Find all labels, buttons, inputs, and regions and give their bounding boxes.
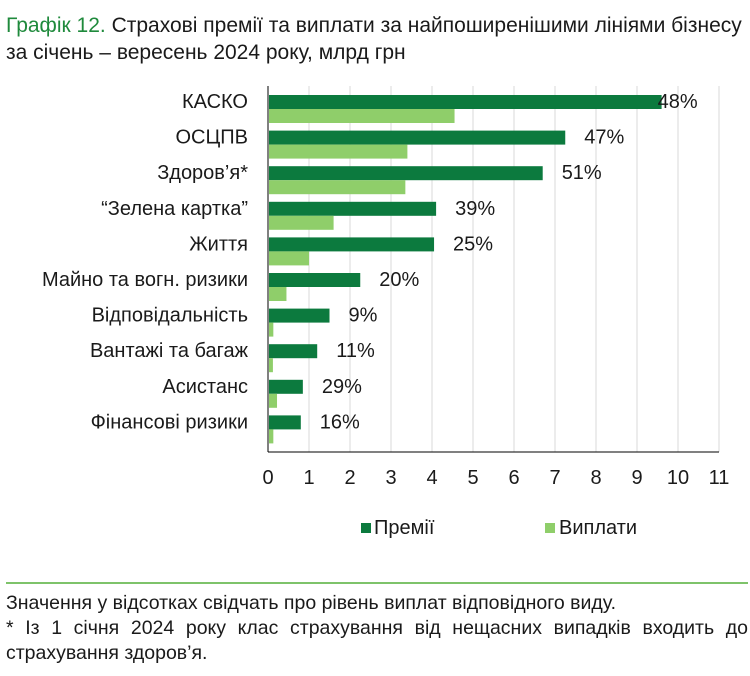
- legend-label-payouts: Виплати: [559, 517, 637, 539]
- x-tick-label: 5: [467, 467, 478, 489]
- x-tick-label: 4: [426, 467, 437, 489]
- note-footnote: * Із 1 січня 2024 року клас страхування …: [6, 617, 748, 664]
- category-label: “Зелена картка”: [101, 198, 248, 220]
- x-tick-label: 9: [631, 467, 642, 489]
- bar-payouts: [269, 109, 455, 123]
- category-label: ОСЦПВ: [175, 127, 248, 149]
- legend-label-premiums: Премії: [374, 517, 435, 539]
- data-label: 9%: [349, 305, 378, 327]
- category-label: Вантажі та багаж: [90, 340, 249, 362]
- bar-premiums: [269, 166, 543, 181]
- bar-payouts: [269, 144, 408, 159]
- bar-chart: 0 1 2 3 4 5 6 7 8 9 10 11 КАСКО 48% ОСЦПВ 47% Здоров’я* 5…: [42, 86, 730, 539]
- bar-premiums: [269, 308, 330, 323]
- x-tick-label: 11: [709, 467, 730, 489]
- bar-premiums: [269, 273, 361, 287]
- category-label: Асистанс: [162, 376, 248, 398]
- x-tick-label: 6: [508, 467, 519, 489]
- x-tick-label: 3: [385, 467, 396, 489]
- chart-title-text: Страхові премії та виплати за найпоширен…: [6, 14, 742, 64]
- bar-premiums: [269, 344, 318, 359]
- bar-payouts: [269, 180, 406, 195]
- legend-swatch-premiums: [361, 523, 371, 533]
- x-tick-label: 0: [262, 467, 273, 489]
- x-tick-label: 8: [590, 467, 601, 489]
- category-label: Фінансові ризики: [91, 411, 248, 433]
- legend-swatch-payouts: [545, 523, 555, 533]
- bar-premiums: [269, 201, 437, 216]
- category-label: Здоров’я*: [157, 162, 248, 184]
- bar-payouts: [269, 251, 309, 266]
- data-label: 25%: [453, 233, 493, 255]
- data-label: 47%: [584, 127, 624, 149]
- data-label: 20%: [379, 269, 419, 291]
- bar-payouts: [269, 322, 274, 337]
- x-tick-label: 1: [303, 467, 314, 489]
- bar-premiums: [269, 130, 566, 145]
- data-label: 51%: [562, 162, 602, 184]
- x-tick-label: 7: [549, 467, 560, 489]
- bar-premiums: [269, 415, 301, 430]
- category-label: КАСКО: [182, 91, 248, 113]
- data-label: 11%: [336, 340, 375, 362]
- data-label: 48%: [658, 91, 698, 113]
- bar-premiums: [269, 379, 303, 394]
- x-tick-label: 2: [344, 467, 355, 489]
- data-label: 29%: [322, 376, 362, 398]
- category-label: Майно та вогн. ризики: [42, 269, 248, 291]
- category-label: Відповідальність: [92, 305, 248, 327]
- bar-payouts: [269, 393, 278, 408]
- bar-payouts: [269, 215, 334, 230]
- x-tick-label: 10: [667, 467, 689, 489]
- chart-title: Графік 12. Страхові премії та виплати за…: [6, 12, 746, 66]
- bar-premiums: [269, 237, 435, 252]
- data-label: 39%: [455, 198, 495, 220]
- bar-payouts: [269, 287, 287, 301]
- data-label: 16%: [320, 411, 360, 433]
- bar-payouts: [269, 358, 273, 373]
- bar-premiums: [269, 95, 662, 109]
- bar-payouts: [269, 429, 274, 444]
- category-label: Життя: [189, 233, 248, 255]
- note-percent: Значення у відсотках свідчать про рівень…: [6, 592, 616, 614]
- divider: [6, 582, 748, 584]
- chart-number: Графік 12.: [6, 14, 106, 37]
